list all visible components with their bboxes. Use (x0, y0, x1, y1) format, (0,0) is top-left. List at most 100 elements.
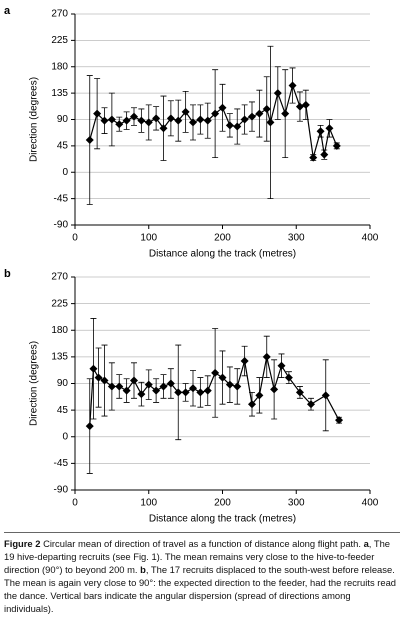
marker (273, 89, 282, 98)
marker (100, 376, 109, 385)
marker (115, 120, 124, 129)
marker (321, 391, 330, 400)
y-tick-label: 135 (51, 88, 68, 99)
marker (218, 373, 227, 382)
caption-text: b (140, 564, 146, 575)
marker (270, 385, 279, 394)
y-tick-label: 90 (57, 378, 69, 389)
x-tick-label: 300 (288, 233, 305, 244)
marker (196, 388, 205, 397)
marker (189, 384, 197, 393)
x-tick-label: 300 (288, 498, 305, 509)
marker (122, 116, 131, 125)
marker (320, 150, 329, 159)
marker (130, 376, 138, 385)
x-tick-label: 200 (214, 233, 231, 244)
marker (144, 380, 153, 389)
y-tick-label: 180 (51, 325, 68, 336)
panel-label: a (4, 5, 11, 17)
marker (152, 114, 161, 123)
y-tick-label: 0 (62, 431, 68, 442)
marker (107, 382, 116, 391)
marker (166, 114, 175, 123)
marker (309, 153, 318, 162)
marker (288, 81, 297, 90)
marker (332, 141, 341, 150)
marker (295, 102, 304, 111)
y-tick-label: -45 (54, 458, 69, 469)
x-tick-label: 400 (362, 233, 379, 244)
x-tick-label: 100 (140, 498, 157, 509)
marker (295, 388, 304, 397)
caption-text: , The 19 hive-departing recruits (see Fi… (4, 538, 393, 575)
marker (248, 400, 256, 409)
marker (301, 100, 310, 109)
marker (218, 103, 227, 112)
marker (255, 109, 264, 118)
caption-text: , The 17 recruits displaced to the south… (4, 564, 399, 614)
marker (93, 109, 102, 118)
marker (281, 109, 290, 118)
caption: Figure 2 Circular mean of direction of t… (4, 532, 400, 615)
marker (181, 388, 190, 397)
x-tick-label: 0 (72, 233, 78, 244)
panel-label: b (4, 268, 11, 280)
marker (85, 136, 94, 145)
marker (122, 386, 131, 395)
marker (100, 116, 109, 125)
x-tick-label: 100 (140, 233, 157, 244)
marker (137, 390, 146, 399)
y-tick-label: 225 (51, 298, 68, 309)
y-axis-label: Direction (degrees) (29, 341, 40, 426)
marker (189, 118, 197, 127)
y-tick-label: 45 (57, 141, 69, 152)
caption-text: Figure 2 (4, 538, 41, 549)
marker (284, 373, 293, 382)
marker (211, 368, 220, 377)
marker (248, 112, 256, 121)
marker (174, 116, 183, 125)
marker (325, 124, 334, 133)
marker (130, 112, 138, 121)
y-axis-label: Direction (degrees) (29, 77, 40, 162)
y-tick-label: 225 (51, 35, 68, 46)
marker (144, 118, 153, 127)
y-tick-label: -90 (54, 220, 69, 231)
marker (211, 109, 220, 118)
marker (166, 379, 175, 388)
marker (159, 382, 168, 391)
x-axis-label: Distance along the track (metres) (149, 249, 296, 260)
y-tick-label: 135 (51, 352, 68, 363)
y-tick-label: 90 (57, 114, 69, 125)
y-tick-label: 270 (51, 272, 68, 283)
marker (307, 400, 315, 409)
x-tick-label: 0 (72, 498, 78, 509)
x-axis-label: Distance along the track (metres) (149, 514, 296, 525)
marker (159, 124, 168, 133)
y-tick-label: -90 (54, 485, 69, 496)
marker (233, 122, 242, 131)
marker (152, 386, 161, 395)
y-tick-label: 180 (51, 61, 68, 72)
marker (203, 116, 212, 125)
marker (174, 388, 183, 397)
caption-text: a (363, 538, 369, 549)
marker (225, 380, 234, 389)
marker (107, 115, 116, 124)
marker (94, 373, 103, 382)
marker (266, 118, 275, 127)
figure: a -90 -45 0 45 90 135 180 225 270 0 100 200 300 400 Dis… (4, 5, 379, 525)
marker (196, 115, 205, 124)
marker (137, 116, 146, 125)
marker (85, 422, 94, 431)
marker (181, 107, 190, 116)
marker (203, 386, 212, 395)
marker (262, 352, 271, 361)
marker (240, 115, 249, 124)
marker (233, 382, 242, 391)
x-tick-label: 200 (214, 498, 231, 509)
marker (89, 364, 98, 373)
y-tick-label: 0 (62, 167, 68, 178)
caption-text: Circular mean of direction of travel as … (40, 538, 364, 549)
